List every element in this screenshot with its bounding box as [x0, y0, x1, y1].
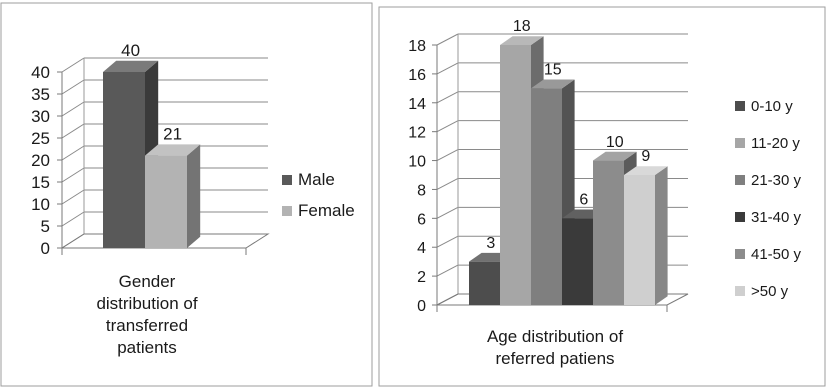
gender-side-grid: [61, 145, 85, 161]
gender-y-tick-label: 10: [31, 195, 50, 214]
age-legend-label: 0-10 y: [751, 98, 793, 115]
gender-x-category-label: transferred: [106, 316, 188, 335]
age-y-tick-label: 8: [417, 182, 426, 199]
gender-side-grid: [61, 101, 85, 117]
age-legend-label: >50 y: [751, 283, 789, 300]
age-legend-swatch: [735, 286, 745, 296]
gender-legend-label: Male: [298, 170, 335, 189]
age-legend-swatch: [735, 175, 745, 185]
gender-side-grid: [61, 123, 85, 139]
age-y-tick-label: 6: [417, 211, 426, 228]
age-bar-top: [500, 36, 544, 45]
age-side-grid: [436, 33, 459, 46]
age-bar-top: [531, 79, 575, 89]
age-side-grid: [436, 264, 459, 277]
age-y-tick-label: 0: [417, 298, 426, 315]
age-data-label: 15: [544, 62, 562, 79]
age-legend-swatch: [735, 138, 745, 148]
age-legend-swatch: [735, 212, 745, 222]
gender-side-grid: [61, 167, 85, 183]
age-legend-swatch: [735, 101, 745, 111]
gender-y-tick-label: 40: [31, 63, 50, 82]
gender-legend-label: Female: [298, 201, 355, 220]
age-side-grid: [436, 206, 459, 219]
age-side-grid: [436, 178, 459, 190]
age-side-grid: [436, 91, 459, 104]
age-side-grid: [436, 120, 459, 133]
age-data-label: 6: [579, 192, 588, 209]
age-y-tick-label: 18: [408, 38, 426, 55]
age-legend-label: 31-40 y: [751, 209, 802, 226]
gender-y-tick-label: 15: [31, 173, 50, 192]
gender-side-grid: [61, 79, 85, 95]
gender-side-grid: [61, 57, 85, 73]
gender-y-tick-label: 35: [31, 85, 50, 104]
age-bar-front: [500, 45, 531, 305]
age-side-grid: [436, 62, 459, 75]
age-y-tick-label: 4: [417, 240, 426, 257]
gender-y-tick-label: 0: [41, 239, 50, 258]
gender-x-category-label: patients: [117, 338, 177, 357]
age-y-tick-label: 14: [408, 96, 426, 113]
gender-bar-side: [187, 144, 201, 248]
gender-y-tick-label: 25: [31, 129, 50, 148]
age-legend-label: 41-50 y: [751, 246, 802, 263]
gender-data-label: 40: [121, 41, 140, 60]
gender-legend-swatch: [282, 175, 292, 185]
age-x-category-label: Age distribution of: [487, 327, 623, 346]
gender-bar: [145, 144, 201, 248]
age-x-category-label: referred patiens: [495, 349, 614, 368]
age-data-label: 10: [606, 134, 624, 151]
age-bar-top: [624, 166, 668, 175]
gender-y-tick-label: 5: [41, 217, 50, 236]
age-bar-front: [624, 175, 655, 305]
age-side-grid: [436, 235, 459, 248]
gender-side-grid: [61, 211, 85, 227]
gender-data-label: 21: [163, 124, 182, 143]
gender-bar-front: [145, 155, 187, 248]
age-data-label: 18: [513, 18, 531, 35]
age-bar-front: [531, 88, 562, 305]
age-bar-top: [593, 151, 637, 161]
age-side-grid: [436, 149, 459, 161]
age-y-tick-label: 10: [408, 154, 426, 171]
gender-y-tick-label: 20: [31, 151, 50, 170]
age-bar: [624, 166, 668, 305]
age-bar-front: [562, 218, 593, 305]
age-data-label: 3: [486, 235, 495, 252]
gender-bar-top: [103, 60, 159, 72]
age-legend-label: 21-30 y: [751, 172, 802, 189]
gender-x-category-label: Gender: [119, 272, 176, 291]
gender-x-category-label: distribution of: [96, 294, 197, 313]
age-bar-front: [593, 160, 624, 305]
gender-bar-top: [145, 144, 201, 156]
age-legend-swatch: [735, 249, 745, 259]
gender-bar-front: [103, 72, 145, 248]
age-y-tick-label: 12: [408, 125, 426, 142]
age-y-tick-label: 16: [408, 67, 426, 84]
age-data-label: 9: [641, 148, 650, 165]
age-bar-side: [655, 166, 668, 305]
age-bar-front: [469, 261, 500, 305]
gender-y-tick-label: 30: [31, 107, 50, 126]
gender-legend-swatch: [282, 206, 292, 216]
gender-bar: [103, 60, 159, 248]
gender-chart: 0 5 10 15 20 25 30 35 40 40 21 Male Female Gender dist…: [31, 41, 355, 357]
age-chart: 0 2 4 6 8 10 12 14 16 18 3 18 15 6 10 9 0-10 y 11-20 y 21-…: [408, 18, 801, 368]
age-y-tick-label: 2: [417, 269, 426, 286]
age-legend-label: 11-20 y: [751, 135, 800, 152]
gender-side-grid: [61, 189, 85, 205]
